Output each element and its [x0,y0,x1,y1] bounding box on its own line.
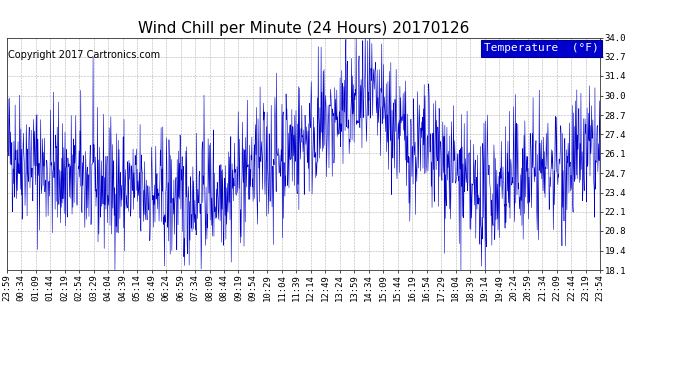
Text: Temperature  (°F): Temperature (°F) [484,44,599,53]
Text: Copyright 2017 Cartronics.com: Copyright 2017 Cartronics.com [8,50,160,60]
Title: Wind Chill per Minute (24 Hours) 20170126: Wind Chill per Minute (24 Hours) 2017012… [138,21,469,36]
